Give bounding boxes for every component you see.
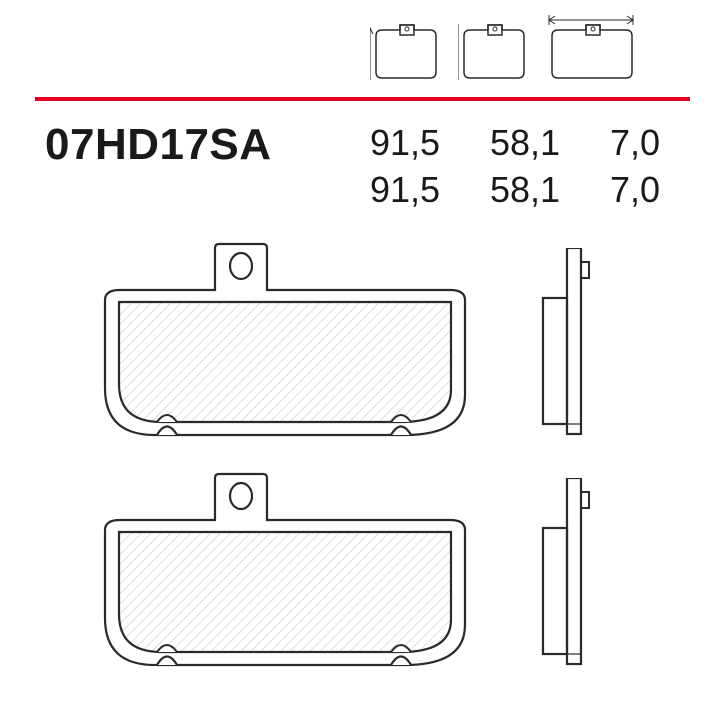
- table-row: 91,5 58,1 7,0: [370, 120, 680, 167]
- dim-height: 58,1: [490, 120, 610, 167]
- mini-pad-icon-1: [370, 22, 442, 82]
- table-row: 91,5 58,1 7,0: [370, 167, 680, 214]
- dim-width: 91,5: [370, 120, 490, 167]
- brake-pad-side-view-2: [535, 478, 595, 668]
- main-diagram: [95, 240, 655, 680]
- divider-red-line: [35, 97, 690, 101]
- brake-pad-front-view-1: [95, 240, 475, 440]
- brake-pad-side-view-1: [535, 248, 595, 438]
- dimensions-table: 91,5 58,1 7,0 91,5 58,1 7,0: [370, 120, 680, 214]
- page-container: 07HD17SA 91,5 58,1 7,0 91,5 58,1 7,0: [0, 0, 724, 724]
- product-code: 07HD17SA: [45, 120, 272, 170]
- dim-thickness: 7,0: [610, 120, 680, 167]
- mini-pad-icon-3: [546, 22, 638, 82]
- header-mini-diagrams: [370, 22, 638, 82]
- mini-pad-icon-2: [458, 22, 530, 82]
- brake-pad-front-view-2: [95, 470, 475, 670]
- dim-thickness: 7,0: [610, 167, 680, 214]
- dim-width: 91,5: [370, 167, 490, 214]
- dim-height: 58,1: [490, 167, 610, 214]
